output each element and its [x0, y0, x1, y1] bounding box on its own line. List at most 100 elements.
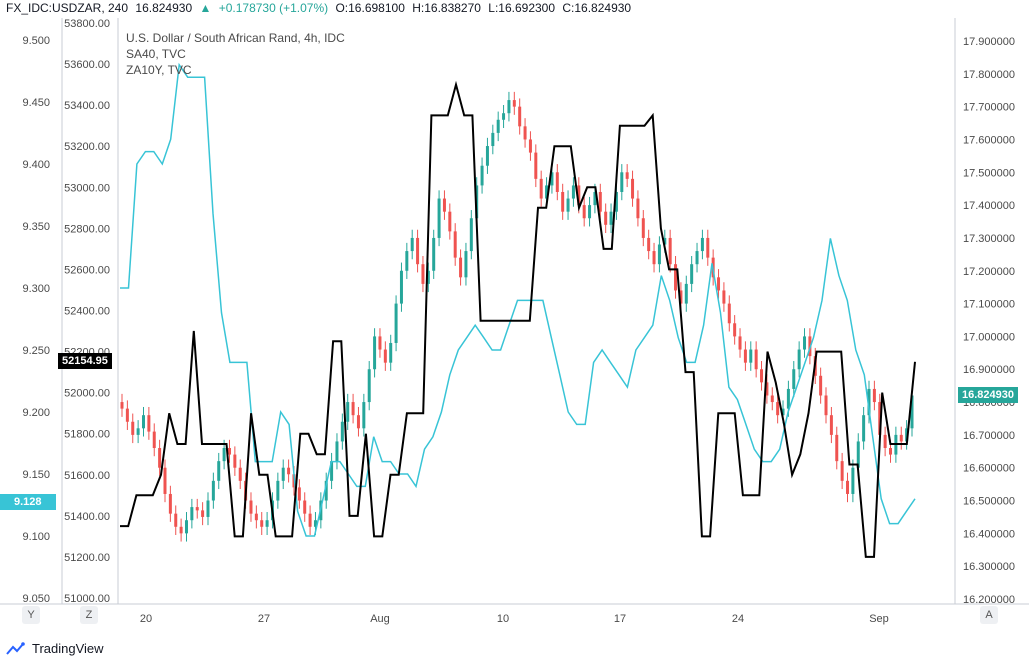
close-value: C:16.824930: [562, 1, 632, 15]
left-axis-y-button[interactable]: Y: [22, 606, 40, 624]
candle-body: [491, 132, 495, 147]
candle-body: [260, 520, 264, 527]
time-tick-label: 24: [732, 613, 744, 625]
candle-body: [679, 290, 683, 304]
candle-body: [426, 270, 430, 284]
candle-body: [883, 434, 887, 449]
candle-body: [195, 507, 199, 511]
candle-body: [136, 428, 140, 435]
sa40-tick-label: 53800.00: [64, 18, 110, 30]
candle-body: [555, 172, 559, 192]
za10y-tick-label: 9.450: [22, 97, 50, 109]
right-axis-auto-button[interactable]: A: [980, 606, 998, 624]
candle-body: [862, 415, 866, 442]
time-axis[interactable]: 20 27 Aug 10 17 24 Sep: [140, 613, 889, 625]
open-value: O:16.698100: [335, 1, 405, 15]
tradingview-logo[interactable]: TradingView: [6, 641, 104, 656]
candle-body: [647, 237, 651, 252]
candle-body: [362, 402, 366, 429]
candle-body: [835, 434, 839, 462]
sa40-tick-label: 51200.00: [64, 552, 110, 564]
candle-body: [367, 369, 371, 403]
candle-body: [383, 349, 387, 363]
candle-body: [512, 100, 516, 107]
candle-body: [905, 428, 909, 442]
candle-body: [792, 369, 796, 389]
candle-body: [582, 205, 586, 219]
sa40-tick-label: 51800.00: [64, 429, 110, 441]
za10y-tick-label: 9.200: [22, 407, 50, 419]
time-tick-label: 20: [140, 613, 152, 625]
time-tick-label: 17: [614, 613, 626, 625]
legend-za10y[interactable]: ZA10Y, TVC: [126, 63, 192, 77]
chart-frame: [0, 18, 1029, 605]
high-value: H:16.838270: [412, 1, 481, 15]
last-price: 16.824930: [135, 1, 193, 15]
candle-body: [324, 480, 328, 501]
candle-body: [432, 237, 436, 271]
time-tick-label: Sep: [869, 613, 889, 625]
candle-body: [152, 431, 156, 449]
sa40-tick-label: 53000.00: [64, 182, 110, 194]
za10y-tick-label: 9.300: [22, 283, 50, 295]
candle-body: [786, 388, 790, 409]
candle-body: [550, 172, 554, 186]
candle-body: [872, 388, 876, 403]
candle-body: [389, 342, 393, 363]
usdzar-tick-label: 16.200000: [963, 594, 1015, 606]
candle-body: [899, 434, 903, 442]
usdzar-tick-label: 17.500000: [963, 167, 1015, 179]
candle-body: [356, 415, 360, 429]
usdzar-tick-label: 16.400000: [963, 528, 1015, 540]
sa40-axis[interactable]: 53800.00 53600.00 53400.00 53200.00 53000.00…: [64, 18, 110, 605]
sa40-tick-label: 52800.00: [64, 223, 110, 235]
candle-body: [577, 185, 581, 206]
sa40-series-line: [120, 80, 916, 558]
legend-main[interactable]: U.S. Dollar / South African Rand, 4h, ID…: [126, 31, 345, 45]
za10y-axis[interactable]: 9.500 9.450 9.400 9.350 9.300 9.250 9.200 9.150…: [22, 35, 50, 605]
candle-body: [614, 191, 618, 212]
usdzar-axis[interactable]: 17.900000 17.800000 17.700000 17.600000 17.5…: [963, 36, 1015, 606]
candle-body: [518, 106, 522, 127]
candle-body: [690, 264, 694, 284]
candle-body: [330, 461, 334, 481]
candle-body: [184, 520, 188, 534]
symbol-label[interactable]: FX_IDC:USDZAR, 240: [6, 1, 129, 15]
candle-body: [674, 264, 678, 291]
candle-body: [631, 178, 635, 199]
candle-body: [238, 467, 242, 481]
candle-body: [469, 218, 473, 252]
usdzar-tick-label: 16.700000: [963, 430, 1015, 442]
candle-body: [663, 237, 667, 245]
usdzar-tick-label: 17.900000: [963, 36, 1015, 48]
candle-body: [227, 448, 231, 455]
candle-body: [760, 369, 764, 383]
price-change: +0.178730 (+1.07%): [218, 1, 329, 15]
usdzar-tick-label: 17.600000: [963, 134, 1015, 146]
candle-body: [620, 172, 624, 192]
time-tick-label: 10: [497, 613, 509, 625]
left-axis-z-button[interactable]: Z: [80, 606, 98, 624]
candle-body: [340, 421, 344, 442]
candle-body: [313, 520, 317, 527]
candle-body: [351, 402, 355, 416]
candle-body: [297, 487, 301, 501]
candle-body: [829, 415, 833, 435]
candle-body: [335, 441, 339, 462]
usdzar-tick-label: 16.900000: [963, 364, 1015, 376]
candle-body: [652, 251, 656, 265]
candle-body: [700, 237, 704, 252]
sa40-tick-label: 51600.00: [64, 470, 110, 482]
candle-body: [722, 290, 726, 304]
candle-body: [405, 251, 409, 271]
candle-body: [211, 480, 215, 501]
legend-sa40[interactable]: SA40, TVC: [126, 47, 186, 61]
za10y-tick-label: 9.500: [22, 35, 50, 47]
candle-body: [287, 467, 291, 475]
candle-body: [174, 513, 178, 527]
candle-body: [770, 395, 774, 403]
candle-body: [824, 395, 828, 416]
candle-body: [168, 493, 172, 514]
candle-body: [453, 231, 457, 258]
